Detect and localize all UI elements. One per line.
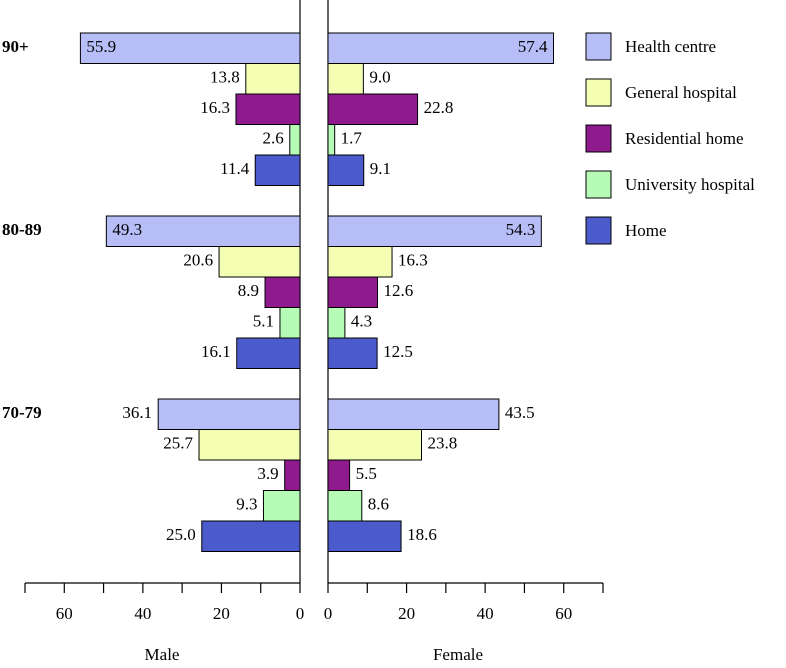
bar: [198, 429, 301, 461]
value-label: 5.5: [356, 464, 377, 483]
legend-label: Health centre: [625, 37, 716, 56]
bar: [105, 215, 301, 247]
x-tick-label: 0: [324, 604, 333, 623]
value-label: 22.8: [424, 98, 454, 117]
bar: [327, 490, 363, 522]
legend-label: Home: [625, 221, 667, 240]
value-label: 23.8: [428, 434, 458, 453]
category-label: 80-89: [2, 220, 42, 239]
value-label: 43.5: [505, 403, 535, 422]
value-label: 9.0: [369, 68, 390, 87]
value-label: 57.4: [518, 37, 548, 56]
legend-swatch: [585, 216, 612, 245]
bar: [327, 276, 378, 308]
x-tick-label: 40: [134, 604, 151, 623]
x-tick-label: 40: [477, 604, 494, 623]
bar: [327, 63, 364, 95]
value-label: 4.3: [351, 312, 372, 331]
legend-swatch: [585, 124, 612, 153]
category-label: 90+: [2, 37, 29, 56]
category-label: 70-79: [2, 403, 42, 422]
bar: [327, 337, 378, 369]
bar: [327, 520, 402, 552]
x-tick-label: 60: [555, 604, 572, 623]
panel-label: Male: [145, 645, 180, 664]
value-label: 9.3: [236, 495, 257, 514]
bar: [157, 398, 301, 430]
value-label: 13.8: [210, 68, 240, 87]
bar: [279, 307, 301, 339]
value-label: 8.6: [368, 495, 389, 514]
value-label: 36.1: [122, 403, 152, 422]
bar: [327, 307, 346, 339]
x-tick-label: 20: [213, 604, 230, 623]
x-tick-label: 60: [56, 604, 73, 623]
value-label: 25.0: [166, 525, 196, 544]
bar: [327, 215, 542, 247]
value-label: 18.6: [407, 525, 437, 544]
bar: [327, 154, 365, 186]
value-label: 9.1: [370, 159, 391, 178]
legend-label: University hospital: [625, 175, 755, 194]
value-label: 16.1: [201, 342, 231, 361]
value-label: 1.7: [341, 129, 363, 148]
value-label: 49.3: [112, 220, 142, 239]
bar: [327, 459, 351, 491]
bar: [327, 32, 554, 64]
bar: [245, 63, 301, 95]
bar: [236, 337, 301, 369]
value-label: 16.3: [200, 98, 230, 117]
value-label: 16.3: [398, 251, 428, 270]
bar: [79, 32, 301, 64]
bar: [327, 398, 500, 430]
value-label: 54.3: [506, 220, 536, 239]
legend-swatch: [585, 32, 612, 61]
value-label: 5.1: [253, 312, 274, 331]
value-label: 12.6: [384, 281, 414, 300]
bar: [262, 490, 301, 522]
value-label: 20.6: [183, 251, 213, 270]
bar: [327, 246, 393, 278]
value-label: 55.9: [86, 37, 116, 56]
value-label: 12.5: [383, 342, 413, 361]
value-label: 11.4: [220, 159, 250, 178]
bar: [254, 154, 301, 186]
bar: [284, 459, 301, 491]
bar: [327, 429, 422, 461]
bar: [327, 124, 336, 156]
value-label: 3.9: [257, 464, 278, 483]
value-label: 25.7: [163, 434, 193, 453]
value-label: 8.9: [238, 281, 259, 300]
value-label: 2.6: [263, 129, 284, 148]
legend-label: Residential home: [625, 129, 744, 148]
bar: [235, 93, 301, 125]
bar: [327, 93, 419, 125]
legend-label: General hospital: [625, 83, 737, 102]
bar: [264, 276, 301, 308]
legend-swatch: [585, 170, 612, 199]
x-tick-label: 20: [398, 604, 415, 623]
bar: [289, 124, 301, 156]
bar: [218, 246, 301, 278]
x-tick-label: 0: [296, 604, 305, 623]
panel-label: Female: [433, 645, 483, 664]
bar: [201, 520, 301, 552]
legend-swatch: [585, 78, 612, 107]
